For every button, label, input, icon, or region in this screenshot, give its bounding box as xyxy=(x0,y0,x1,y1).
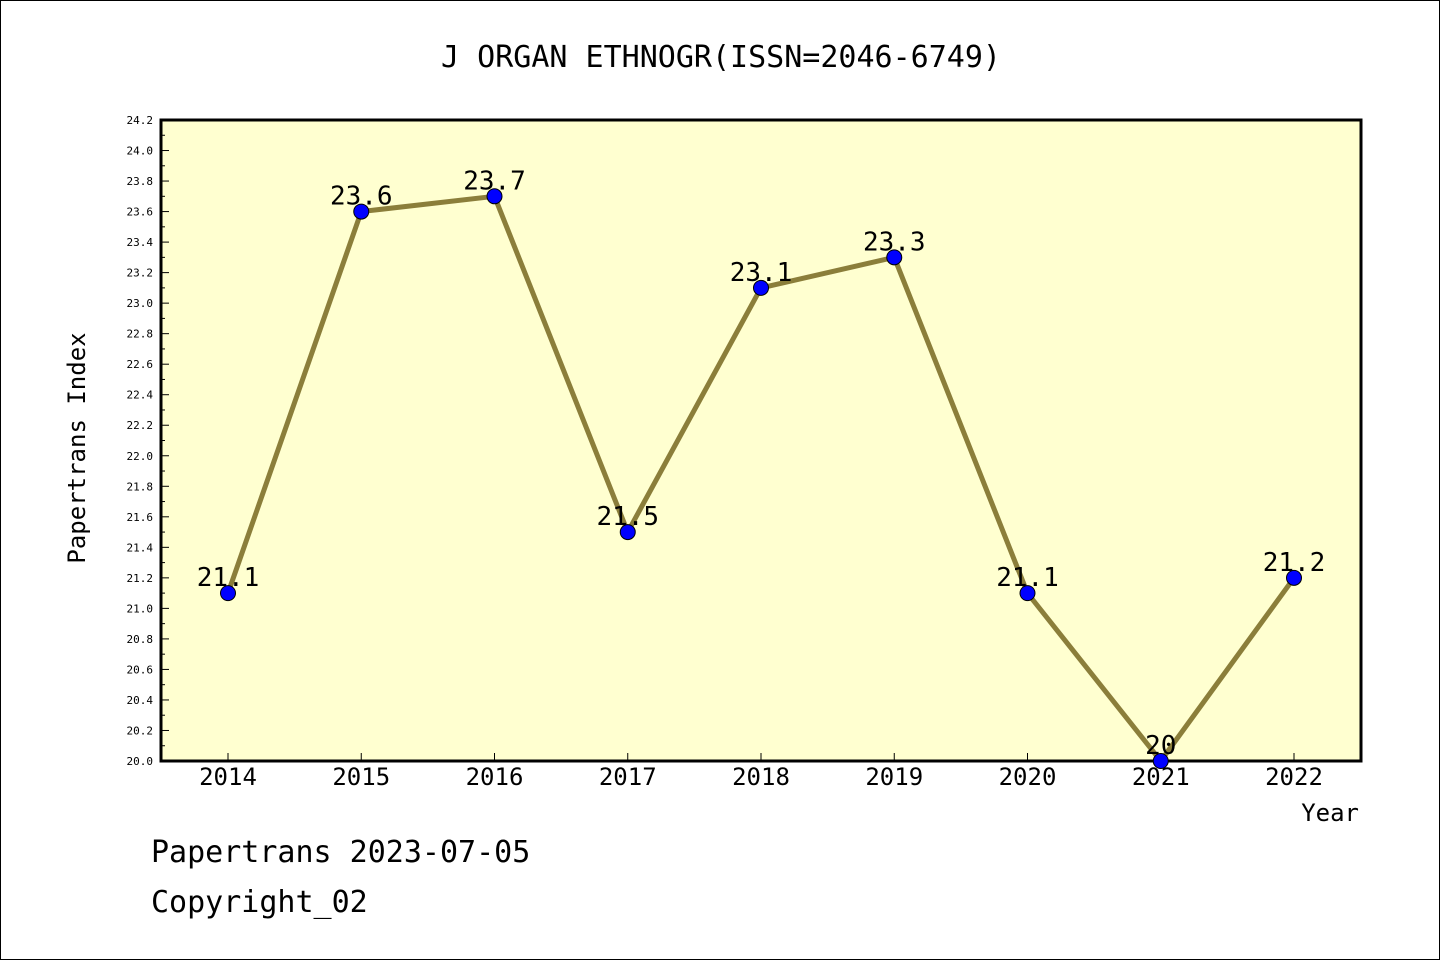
data-label: 23.7 xyxy=(463,166,526,196)
y-tick-label: 24.2 xyxy=(127,114,154,127)
y-tick-label: 22.0 xyxy=(127,450,154,463)
y-tick-label: 22.4 xyxy=(127,389,154,402)
data-point xyxy=(1286,569,1302,586)
x-tick-label: 2020 xyxy=(999,763,1057,791)
y-tick-label: 21.8 xyxy=(127,480,154,493)
chart-title: J ORGAN ETHNOGR(ISSN=2046-6749) xyxy=(441,40,1001,75)
y-tick-label: 20.8 xyxy=(127,633,154,646)
x-tick-label: 2022 xyxy=(1265,763,1323,791)
y-tick-label: 23.0 xyxy=(127,297,154,310)
footer-stamp: Papertrans 2023-07-05 xyxy=(151,835,531,870)
plot-area xyxy=(159,118,1363,763)
y-tick-label: 20.2 xyxy=(127,724,154,737)
x-tick-label: 2014 xyxy=(199,763,257,791)
y-axis: 20.0 20.2 20.4 20.6 20.8 21.0 21.2 21.4 21.6 21.8… xyxy=(127,114,169,768)
y-tick-label: 21.2 xyxy=(127,572,154,585)
data-point xyxy=(753,279,769,296)
data-point xyxy=(1019,585,1036,602)
y-tick-label: 21.6 xyxy=(127,511,154,524)
y-tick-label: 23.8 xyxy=(127,175,154,188)
y-tick-label: 21.0 xyxy=(127,602,154,615)
y-tick-label: 21.4 xyxy=(127,541,154,554)
data-point xyxy=(1152,753,1169,769)
y-tick-label: 23.6 xyxy=(127,206,154,219)
y-tick-label: 22.8 xyxy=(127,328,154,341)
y-tick-label: 22.2 xyxy=(127,419,154,432)
data-point xyxy=(619,524,636,541)
x-tick-label: 2018 xyxy=(732,763,790,791)
series-line: 21.1 23.6 23.7 21.5 23.1 23.3 21.1 20 21.2 xyxy=(197,166,1326,769)
y-tick-label: 20.0 xyxy=(127,755,154,768)
x-tick-label: 2015 xyxy=(332,763,390,791)
y-tick-label: 24.0 xyxy=(127,145,154,158)
x-axis: 2014 2015 2016 2017 2018 2019 2020 2021 2022 xyxy=(199,753,1323,791)
y-tick-label: 20.4 xyxy=(127,694,154,707)
data-label: 23.6 xyxy=(330,182,393,212)
data-point xyxy=(886,249,903,266)
data-label: 21.1 xyxy=(996,563,1059,593)
data-label: 23.3 xyxy=(863,227,926,257)
y-tick-label: 23.2 xyxy=(127,267,154,280)
data-point xyxy=(220,585,236,602)
x-tick-label: 2019 xyxy=(865,763,923,791)
data-label: 20 xyxy=(1145,731,1176,761)
x-axis-label: Year xyxy=(1301,799,1359,827)
y-axis-label: Papertrans Index xyxy=(63,332,91,563)
x-tick-label: 2016 xyxy=(466,763,524,791)
y-tick-label: 23.4 xyxy=(127,236,154,249)
data-label: 23.1 xyxy=(730,258,793,288)
data-point xyxy=(486,188,503,205)
data-point xyxy=(353,203,370,220)
y-tick-label: 22.6 xyxy=(127,358,154,371)
data-label: 21.2 xyxy=(1263,548,1326,578)
x-tick-label: 2017 xyxy=(599,763,657,791)
footer-copyright: Copyright_02 xyxy=(151,885,368,920)
data-label: 21.5 xyxy=(596,502,659,532)
y-tick-label: 20.6 xyxy=(127,663,154,676)
data-label: 21.1 xyxy=(197,563,260,593)
